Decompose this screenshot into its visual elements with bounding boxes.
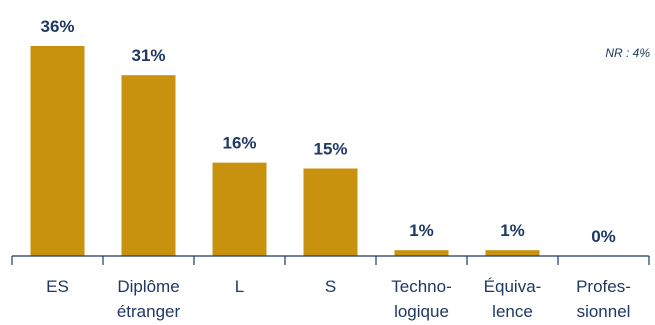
value-labels-group: 36% 31% 16% 15% 1% 1% 0% [40,17,615,246]
bar-value-label: 36% [40,17,74,36]
category-label-line: lence [492,302,533,321]
bar-value-label: 16% [222,134,256,153]
bar [303,168,358,256]
bar [30,46,85,256]
bar [121,75,176,257]
category-labels-group: ES Diplôme étranger L S Techno-logique Équiva-… [46,277,631,321]
category-label: ES [46,277,69,296]
category-label-line: L [235,277,244,296]
category-label: Profes-sionnel [576,277,631,321]
x-axis-ticks [11,256,650,265]
category-label-line: S [325,277,336,296]
category-label-line: Profes- [576,277,631,296]
bar [485,250,540,256]
bar-value-label: 0% [591,227,616,246]
nr-annotation: NR : 4% [605,46,650,60]
bar-value-label: 1% [500,221,525,240]
category-label: S [325,277,336,296]
category-label-line: Diplôme [117,277,179,296]
category-label: L [235,277,244,296]
category-label: Techno-logique [391,277,451,321]
category-label-line: Techno- [391,277,451,296]
category-label-line: sionnel [577,302,631,321]
category-label-line: étranger [117,302,181,321]
category-label: Équiva-lence [484,277,542,321]
category-label-line: logique [394,302,449,321]
category-label-line: Équiva- [484,277,542,296]
bars-group [30,46,540,257]
category-label-line: ES [46,277,69,296]
bar-value-label: 31% [131,46,165,65]
bar-value-label: 15% [313,140,347,159]
bar [394,250,449,256]
bar-value-label: 1% [409,221,434,240]
category-label: Diplôme étranger [117,277,181,321]
bar [212,162,267,256]
